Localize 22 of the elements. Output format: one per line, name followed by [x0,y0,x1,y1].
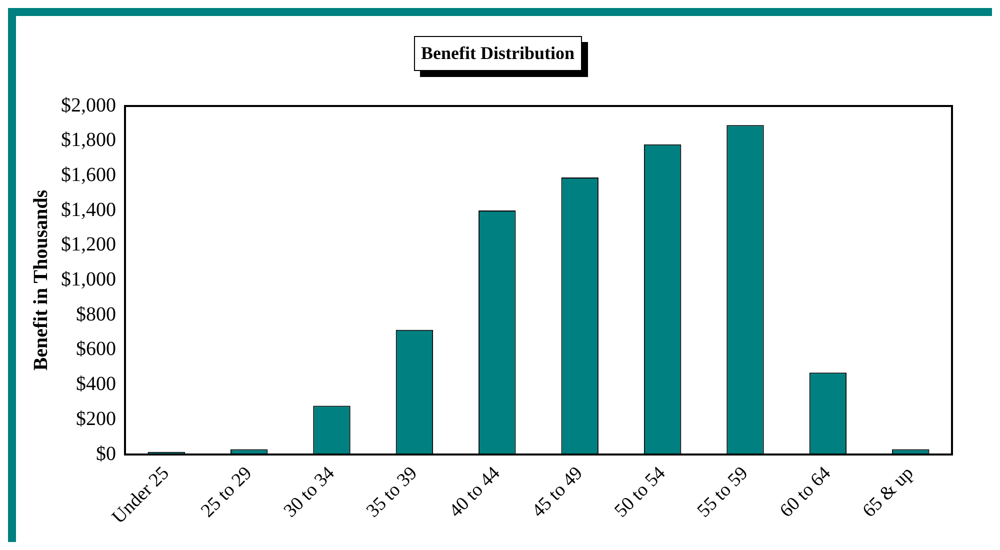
y-axis-title: Benefit in Thousands [30,190,52,371]
y-tick-label: $1,200 [61,234,116,256]
x-tick-label: 60 to 64 [776,462,836,522]
y-tick-label: $1,000 [61,268,116,291]
x-tick-label: 40 to 44 [445,462,505,522]
y-tick-label: $1,400 [61,198,116,221]
y-tick-label: $0 [96,442,116,465]
x-tick-label: 25 to 29 [197,462,256,522]
y-tick-label: $2,000 [61,94,116,116]
y-tick-label: $1,600 [61,164,116,186]
y-tick-label: $400 [76,373,116,396]
x-tick-label: 35 to 39 [362,462,422,522]
chart-title: Benefit Distribution [414,36,582,71]
y-tick-label: $600 [76,338,116,360]
x-tick-label: 55 to 59 [693,462,752,522]
x-tick-label: 45 to 49 [528,462,587,522]
y-tick-label: $800 [76,303,116,326]
x-tick-label: 30 to 34 [280,462,340,522]
y-tick-label: $200 [76,408,116,430]
x-tick-label: 50 to 54 [610,462,670,522]
y-tick-label: $1,800 [61,129,116,152]
x-tick-label: 65 & up [858,462,918,522]
